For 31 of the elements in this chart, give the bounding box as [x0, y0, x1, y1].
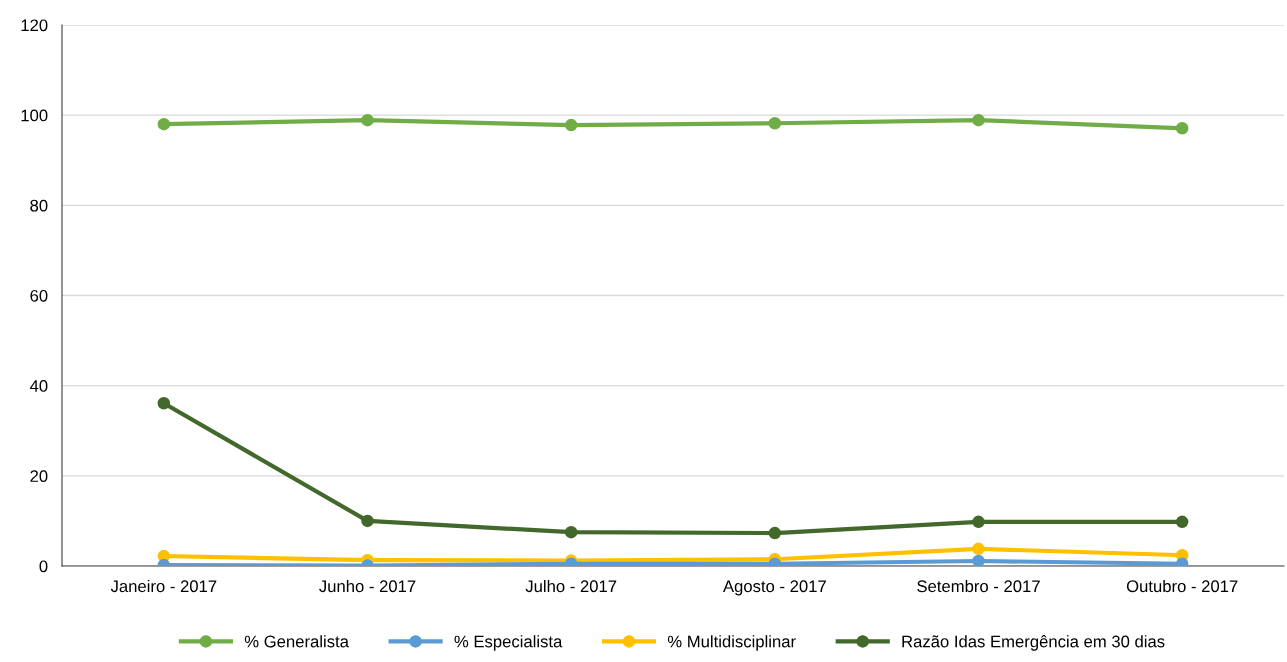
point: [972, 554, 985, 566]
legend-label: % Generalista: [244, 635, 349, 648]
point: [972, 542, 985, 556]
x-tick-label: Setembro - 2017: [917, 579, 1040, 593]
point: [768, 117, 782, 130]
x-tick-label: Outubro - 2017: [1126, 579, 1238, 593]
point: [1175, 121, 1189, 135]
point: [564, 118, 578, 132]
y-tick-label: 100: [21, 109, 48, 122]
point: [157, 117, 171, 131]
y-tick-label: 80: [30, 199, 48, 212]
point: [361, 113, 374, 127]
x-tick-label: Julho - 2017: [525, 579, 617, 593]
point: [768, 526, 782, 540]
x-tick-label: Agosto - 2017: [722, 580, 826, 596]
x-tick-label: Junho - 2017: [319, 579, 416, 593]
y-tick-label: 0: [39, 560, 48, 573]
point: [1175, 515, 1189, 529]
legend-label: % Multidisciplinar: [667, 635, 796, 651]
y-tick-label: 60: [30, 289, 48, 302]
point: [972, 113, 985, 127]
point: [564, 525, 578, 539]
legend-label: Razão Idas Emergência em 30 dias: [902, 635, 1165, 651]
y-tick-label: 20: [30, 470, 48, 483]
x-tick-label: Janeiro - 2017: [110, 579, 217, 593]
y-tick-label: 120: [21, 19, 48, 32]
y-tick-label: 40: [29, 380, 48, 392]
legend-label: % Especialista: [454, 635, 563, 651]
point: [157, 396, 171, 410]
point: [972, 515, 985, 529]
point: [361, 514, 374, 528]
